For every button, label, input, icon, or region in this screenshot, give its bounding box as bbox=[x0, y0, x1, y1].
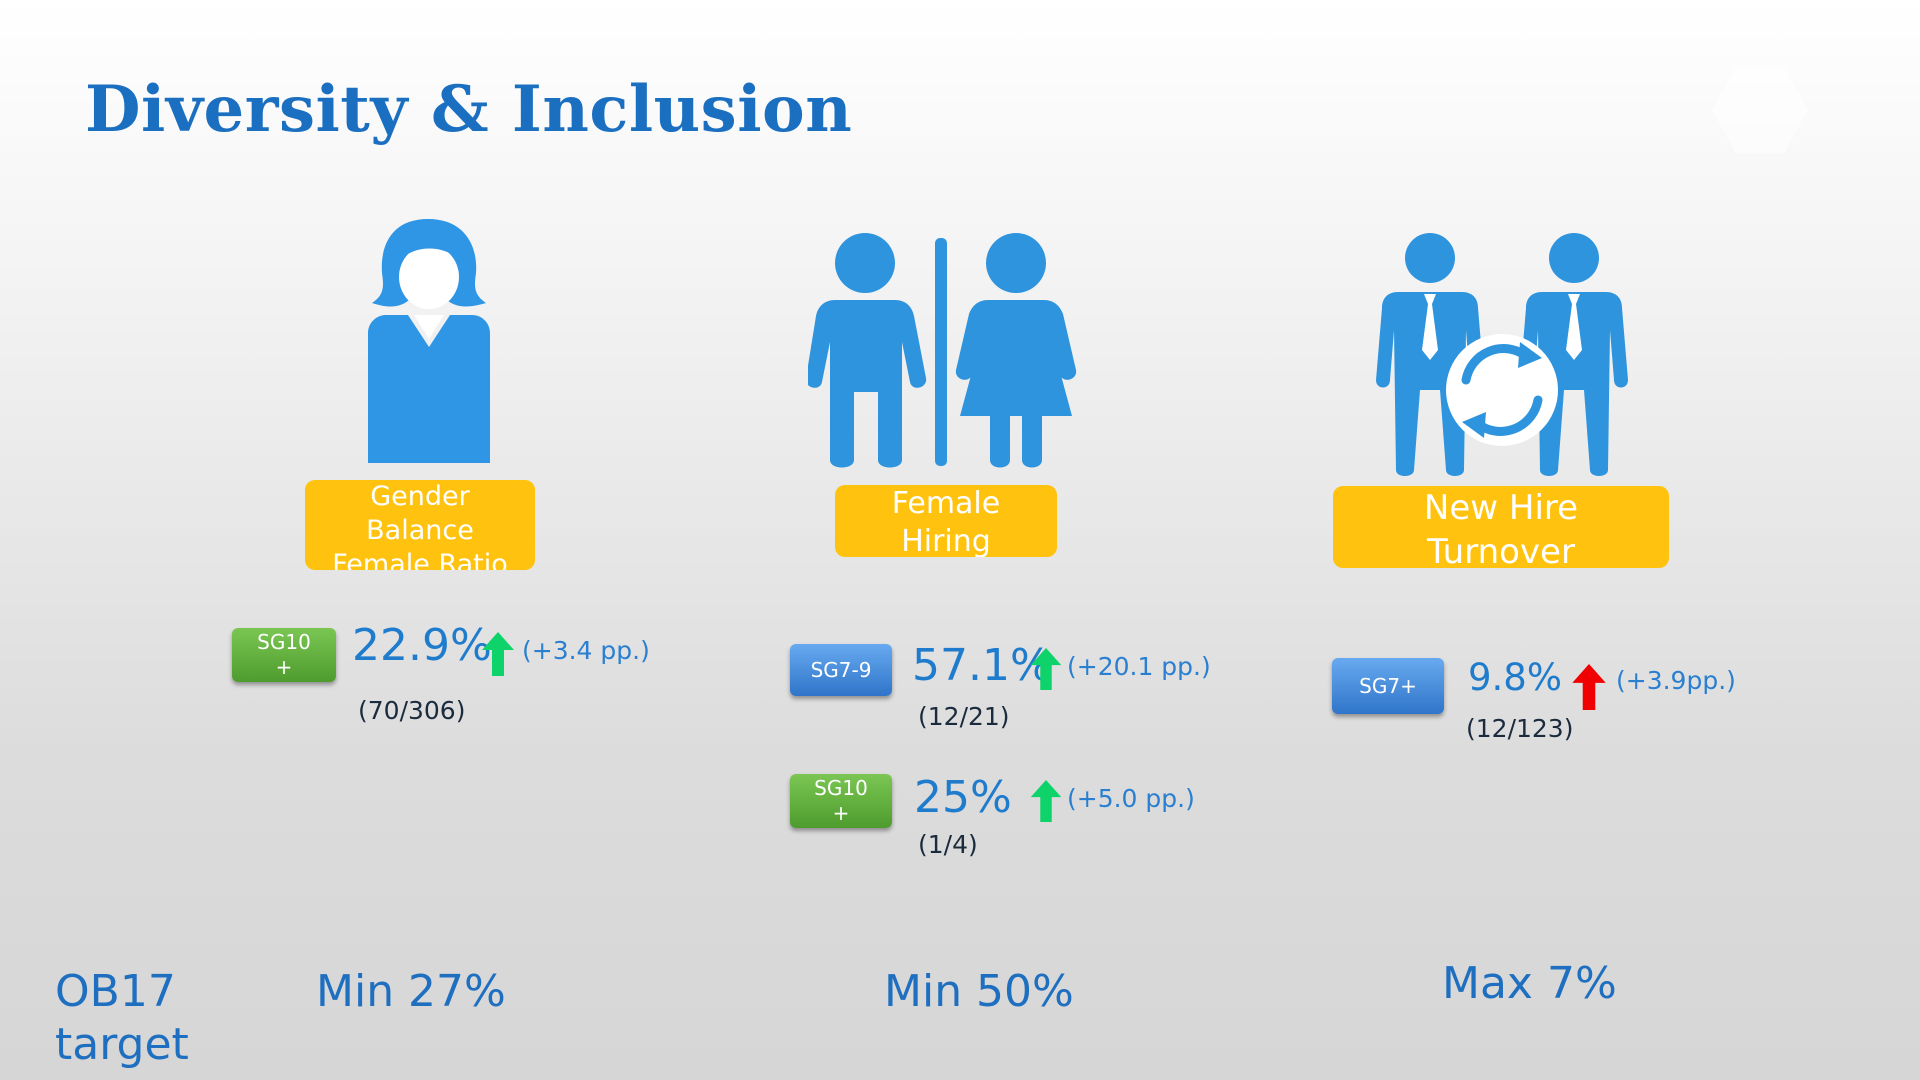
label-line: Hiring bbox=[901, 523, 991, 558]
female-ratio-count: (70/306) bbox=[358, 696, 466, 725]
badge-line: + bbox=[275, 655, 293, 679]
turnover-percent: 9.8% bbox=[1468, 656, 1562, 699]
sg10-badge: SG10 + bbox=[232, 628, 336, 682]
gender-balance-label: Gender Balance Female Ratio bbox=[305, 480, 535, 570]
page-title: Diversity & Inclusion bbox=[85, 72, 853, 147]
restroom-icon bbox=[808, 233, 1077, 468]
female-ratio-target: Min 27% bbox=[316, 966, 506, 1017]
female-hiring-sg10-delta: (+5.0 pp.) bbox=[1067, 784, 1195, 813]
female-ratio-delta: (+3.4 pp.) bbox=[522, 636, 650, 665]
label-line: New Hire bbox=[1423, 488, 1579, 528]
target-label-line: OB17 bbox=[55, 966, 176, 1017]
badge-line: SG7-9 bbox=[810, 657, 872, 682]
turnover-delta: (+3.9pp.) bbox=[1616, 666, 1736, 695]
label-line: Turnover bbox=[1427, 532, 1575, 568]
up-arrow-green-icon bbox=[1030, 648, 1062, 690]
sg10-badge: SG10 + bbox=[790, 774, 892, 828]
turnover-count: (12/123) bbox=[1466, 714, 1574, 743]
sg7plus-badge: SG7+ bbox=[1332, 658, 1444, 714]
female-hiring-sg10-count: (1/4) bbox=[918, 830, 978, 859]
ob17-target-label: OB17 target bbox=[55, 966, 189, 1072]
female-hiring-target: Min 50% bbox=[884, 966, 1074, 1017]
employee-turnover-icon bbox=[1376, 233, 1628, 476]
badge-line: SG10 bbox=[814, 776, 868, 800]
hexagon-decoration bbox=[1712, 66, 1808, 154]
label-line: Female bbox=[891, 486, 1001, 521]
label-line: Balance bbox=[366, 514, 474, 546]
label-line: Female Ratio bbox=[332, 548, 508, 571]
sg7-9-badge: SG7-9 bbox=[790, 644, 892, 696]
badge-line: SG7+ bbox=[1359, 673, 1417, 698]
female-hiring-sg10-percent: 25% bbox=[914, 772, 1012, 823]
female-hiring-label: Female Hiring bbox=[835, 485, 1057, 557]
new-hire-turnover-label: New Hire Turnover bbox=[1333, 486, 1669, 568]
label-line: Gender bbox=[370, 481, 470, 512]
up-arrow-red-icon bbox=[1572, 664, 1606, 710]
female-hiring-sg7-9-percent: 57.1% bbox=[912, 640, 1052, 691]
badge-line: SG10 bbox=[257, 630, 311, 654]
turnover-target: Max 7% bbox=[1442, 958, 1617, 1009]
female-person-icon bbox=[368, 219, 490, 463]
female-hiring-sg7-9-count: (12/21) bbox=[918, 702, 1010, 731]
up-arrow-green-icon bbox=[482, 632, 514, 676]
badge-line: + bbox=[832, 801, 850, 825]
female-hiring-sg7-9-delta: (+20.1 pp.) bbox=[1067, 652, 1211, 681]
female-ratio-percent: 22.9% bbox=[352, 620, 492, 671]
up-arrow-green-icon bbox=[1030, 780, 1062, 822]
target-label-line: target bbox=[55, 1018, 189, 1070]
